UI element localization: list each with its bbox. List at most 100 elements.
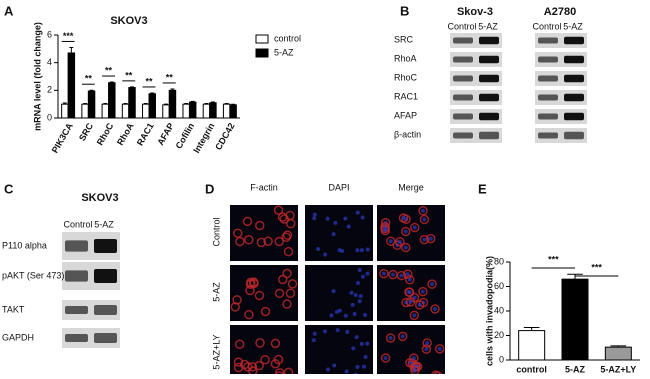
nucleus [353, 312, 357, 316]
band [479, 132, 499, 140]
x-tick-label: RhoA [115, 121, 136, 147]
nucleus [399, 274, 403, 278]
y-tick-label: 6 [47, 29, 52, 39]
nucleus [412, 313, 416, 317]
panel-label: D [205, 181, 214, 196]
row-label: RAC1 [394, 91, 418, 101]
lane-label: 5-AZ [94, 219, 114, 229]
sig-label: *** [591, 262, 602, 272]
blot-strip [450, 109, 502, 124]
nucleus [326, 368, 330, 372]
nucleus [347, 225, 351, 229]
band [453, 95, 473, 101]
panel-label: A [4, 3, 14, 18]
band [453, 133, 473, 139]
nucleus [345, 369, 349, 373]
row-label: SRC [394, 34, 414, 44]
bar [62, 104, 68, 118]
band [453, 114, 473, 120]
row-label: β-actin [394, 129, 421, 139]
nucleus [351, 303, 355, 307]
bar [519, 331, 545, 360]
bar [210, 103, 216, 118]
bar [183, 104, 189, 118]
bar [163, 105, 169, 118]
nucleus [359, 294, 363, 298]
band [564, 132, 584, 140]
nucleus [343, 217, 347, 221]
chart-title: SKOV3 [110, 15, 147, 27]
nucleus [333, 221, 337, 225]
nucleus [422, 217, 426, 221]
nucleus [313, 213, 317, 217]
x-tick-label: 5-AZ [565, 364, 586, 374]
band [479, 56, 499, 64]
nucleus [408, 300, 412, 304]
band [564, 56, 584, 64]
lane-label: Control [447, 21, 476, 31]
nucleus [356, 281, 360, 285]
y-tick-label: 80 [494, 256, 504, 266]
row-label: AFAP [394, 110, 417, 120]
band [538, 38, 558, 44]
nucleus [413, 226, 417, 230]
blot-strip [450, 71, 502, 86]
blot-strip [450, 128, 502, 143]
band [538, 76, 558, 82]
sig-label: ** [125, 70, 133, 80]
y-tick-label: 2 [47, 85, 52, 95]
bar [605, 347, 631, 360]
sig-label: *** [548, 254, 559, 264]
blot-strip [62, 300, 120, 320]
y-tick-label: 60 [494, 281, 504, 291]
nucleus [421, 290, 425, 294]
nucleus [335, 310, 339, 314]
error-bar [69, 47, 73, 53]
blot-strip [450, 90, 502, 105]
nucleus [421, 209, 425, 213]
y-tick-label: 40 [494, 305, 504, 315]
nucleus [438, 347, 442, 351]
band [94, 269, 117, 283]
nucleus [389, 239, 393, 243]
nucleus [344, 314, 348, 318]
band [94, 239, 117, 253]
nucleus [356, 211, 360, 215]
nucleus [356, 365, 360, 369]
lane-label: Control [63, 219, 92, 229]
band [65, 334, 88, 342]
legend-label: 5-AZ [274, 47, 294, 57]
nucleus [362, 365, 366, 369]
band [94, 305, 117, 315]
band [479, 94, 499, 102]
bar [189, 102, 195, 118]
band [65, 270, 88, 281]
nucleus [351, 346, 355, 350]
row-label: 5-AZ+LY [211, 334, 221, 369]
blot-strip [62, 232, 120, 260]
error-bar [567, 274, 583, 279]
row-label: pAKT (Ser 473) [2, 270, 64, 280]
nucleus [418, 303, 422, 307]
band [94, 333, 117, 343]
blot-strip [535, 109, 587, 124]
band [538, 133, 558, 139]
band [65, 306, 88, 314]
column-label: F-actin [250, 182, 278, 192]
bar [129, 88, 135, 118]
nucleus [389, 336, 393, 340]
lane-label: Control [532, 21, 561, 31]
lane-label: 5-AZ [478, 21, 498, 31]
nucleus [323, 253, 327, 257]
blot-title: SKOV3 [81, 192, 118, 204]
nucleus [422, 238, 426, 242]
nucleus [349, 291, 353, 295]
blot-strip [535, 128, 587, 143]
legend-swatch [256, 49, 268, 57]
band [479, 37, 499, 45]
sig-label: *** [63, 31, 74, 41]
bar [230, 105, 236, 118]
blot-strip [535, 33, 587, 48]
column-label: DAPI [328, 182, 349, 192]
micrograph [230, 325, 298, 374]
